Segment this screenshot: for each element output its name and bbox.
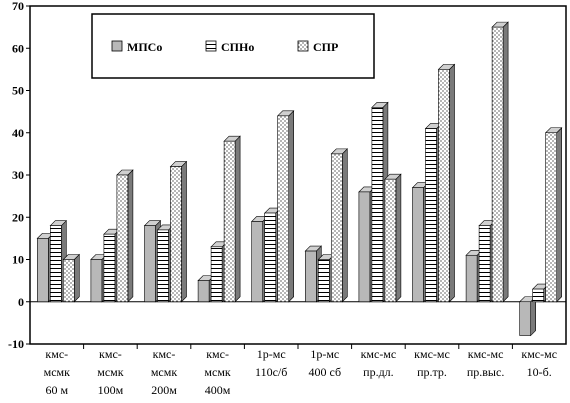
bar-1 [412, 187, 424, 303]
bar-1 [36, 238, 49, 303]
x-tick-label: мсмк [44, 365, 71, 379]
y-tick-label: 10 [12, 253, 24, 267]
legend-label: СПНо [221, 40, 254, 54]
x-tick-label: кмс- [45, 347, 68, 361]
bar-side-face [395, 173, 402, 303]
bar-2 [425, 128, 437, 303]
bar-2 [317, 259, 330, 303]
bar-2 [157, 229, 169, 303]
legend-label: СПР [313, 40, 338, 54]
bar-side-face [530, 296, 537, 337]
bar-3 [438, 69, 450, 303]
x-tick-label: пр.тр. [417, 365, 447, 379]
x-tick-label: кмс-мс [414, 347, 450, 361]
y-tick-label: 50 [12, 84, 24, 98]
y-tick-label: 70 [12, 0, 24, 13]
x-tick-label: 110с/б [255, 365, 287, 379]
bar-3 [170, 166, 182, 303]
bar-3 [223, 140, 236, 303]
x-tick-label: 400м [205, 383, 231, 397]
bar-side-face [449, 63, 455, 303]
bar-1 [465, 254, 478, 303]
bar-side-face [127, 169, 134, 303]
y-tick-label: 30 [12, 168, 24, 182]
bar-side-face [74, 253, 80, 303]
y-tick-label: 20 [12, 210, 24, 224]
bar-3 [62, 259, 75, 303]
bar-1 [251, 221, 263, 303]
x-tick-label: пр.выс. [467, 365, 504, 379]
x-tick-label: кмс- [206, 347, 229, 361]
x-tick-label: 200м [151, 383, 177, 397]
bar-side-face [341, 148, 348, 303]
bar-1 [90, 259, 103, 303]
bar-3 [330, 153, 343, 303]
bar-1 [197, 280, 210, 303]
x-tick-label: кмс-мс [468, 347, 504, 361]
bar-side-face [502, 21, 509, 303]
y-tick-label: -10 [8, 337, 24, 351]
x-tick-label: кмс-мс [521, 347, 557, 361]
x-tick-label: 100м [98, 383, 124, 397]
bar-2 [264, 212, 277, 303]
x-tick-label: кмс-мс [361, 347, 397, 361]
bar-side-face [234, 135, 241, 303]
bar-3 [277, 115, 290, 303]
y-tick-label: 0 [18, 295, 24, 309]
bar-3 [491, 26, 504, 303]
x-tick-label: пр.дл. [363, 365, 394, 379]
bar-side-face [181, 160, 187, 303]
bar-2 [210, 246, 223, 303]
x-tick-label: 1р-мс [310, 347, 339, 361]
bar-3 [384, 178, 397, 303]
bar-2 [532, 288, 545, 303]
bar-3 [545, 132, 558, 303]
bar-1 [519, 301, 532, 336]
y-tick-label: 60 [12, 41, 24, 55]
legend-label: МПСо [127, 40, 162, 54]
bar-2 [103, 233, 116, 303]
x-tick-label: 10-б. [527, 365, 552, 379]
x-tick-label: 1р-мс [257, 347, 286, 361]
x-tick-label: мсмк [151, 365, 178, 379]
bar-side-face [556, 127, 563, 303]
x-tick-label: мсмк [97, 365, 124, 379]
legend-swatch [111, 40, 123, 52]
bar-3 [116, 174, 129, 303]
x-tick-label: кмс- [99, 347, 122, 361]
x-tick-label: 60 м [46, 383, 69, 397]
bar-2 [49, 225, 62, 303]
bar-1 [358, 191, 371, 303]
bar-1 [304, 250, 317, 303]
bar-2 [478, 225, 491, 303]
legend-swatch [205, 40, 217, 52]
y-tick-label: 40 [12, 126, 24, 140]
x-tick-label: мсмк [204, 365, 231, 379]
bar-2 [371, 107, 384, 303]
bar-side-face [288, 110, 295, 303]
x-tick-label: кмс- [153, 347, 176, 361]
bar-1 [144, 225, 156, 303]
x-tick-label: 400 сб [309, 365, 342, 379]
legend-box [91, 13, 375, 79]
legend-swatch [297, 40, 309, 52]
